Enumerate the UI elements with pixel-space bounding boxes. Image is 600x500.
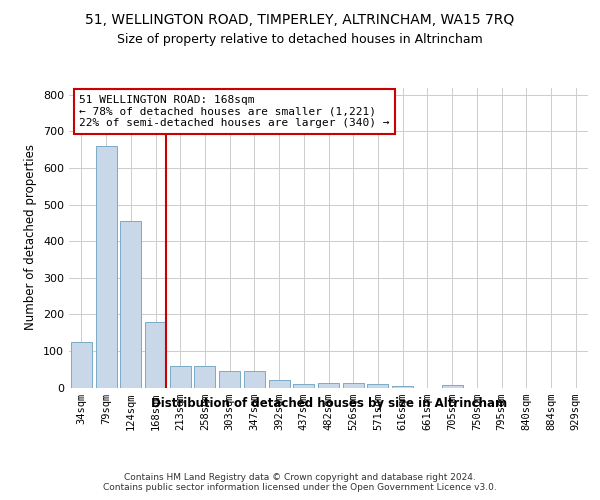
Bar bbox=[318, 383, 339, 388]
Bar bbox=[120, 221, 141, 388]
Bar bbox=[71, 342, 92, 388]
Y-axis label: Number of detached properties: Number of detached properties bbox=[25, 144, 37, 330]
Bar bbox=[219, 371, 240, 388]
Bar bbox=[95, 146, 116, 388]
Bar bbox=[145, 322, 166, 388]
Bar bbox=[392, 386, 413, 388]
Text: Size of property relative to detached houses in Altrincham: Size of property relative to detached ho… bbox=[117, 32, 483, 46]
Bar bbox=[170, 366, 191, 388]
Bar bbox=[293, 384, 314, 388]
Text: Distribution of detached houses by size in Altrincham: Distribution of detached houses by size … bbox=[151, 398, 507, 410]
Bar bbox=[194, 366, 215, 388]
Bar bbox=[442, 385, 463, 388]
Text: 51 WELLINGTON ROAD: 168sqm
← 78% of detached houses are smaller (1,221)
22% of s: 51 WELLINGTON ROAD: 168sqm ← 78% of deta… bbox=[79, 95, 390, 128]
Text: 51, WELLINGTON ROAD, TIMPERLEY, ALTRINCHAM, WA15 7RQ: 51, WELLINGTON ROAD, TIMPERLEY, ALTRINCH… bbox=[85, 12, 515, 26]
Text: Contains HM Land Registry data © Crown copyright and database right 2024.
Contai: Contains HM Land Registry data © Crown c… bbox=[103, 472, 497, 492]
Bar bbox=[244, 371, 265, 388]
Bar bbox=[367, 384, 388, 388]
Bar bbox=[269, 380, 290, 388]
Bar bbox=[343, 383, 364, 388]
